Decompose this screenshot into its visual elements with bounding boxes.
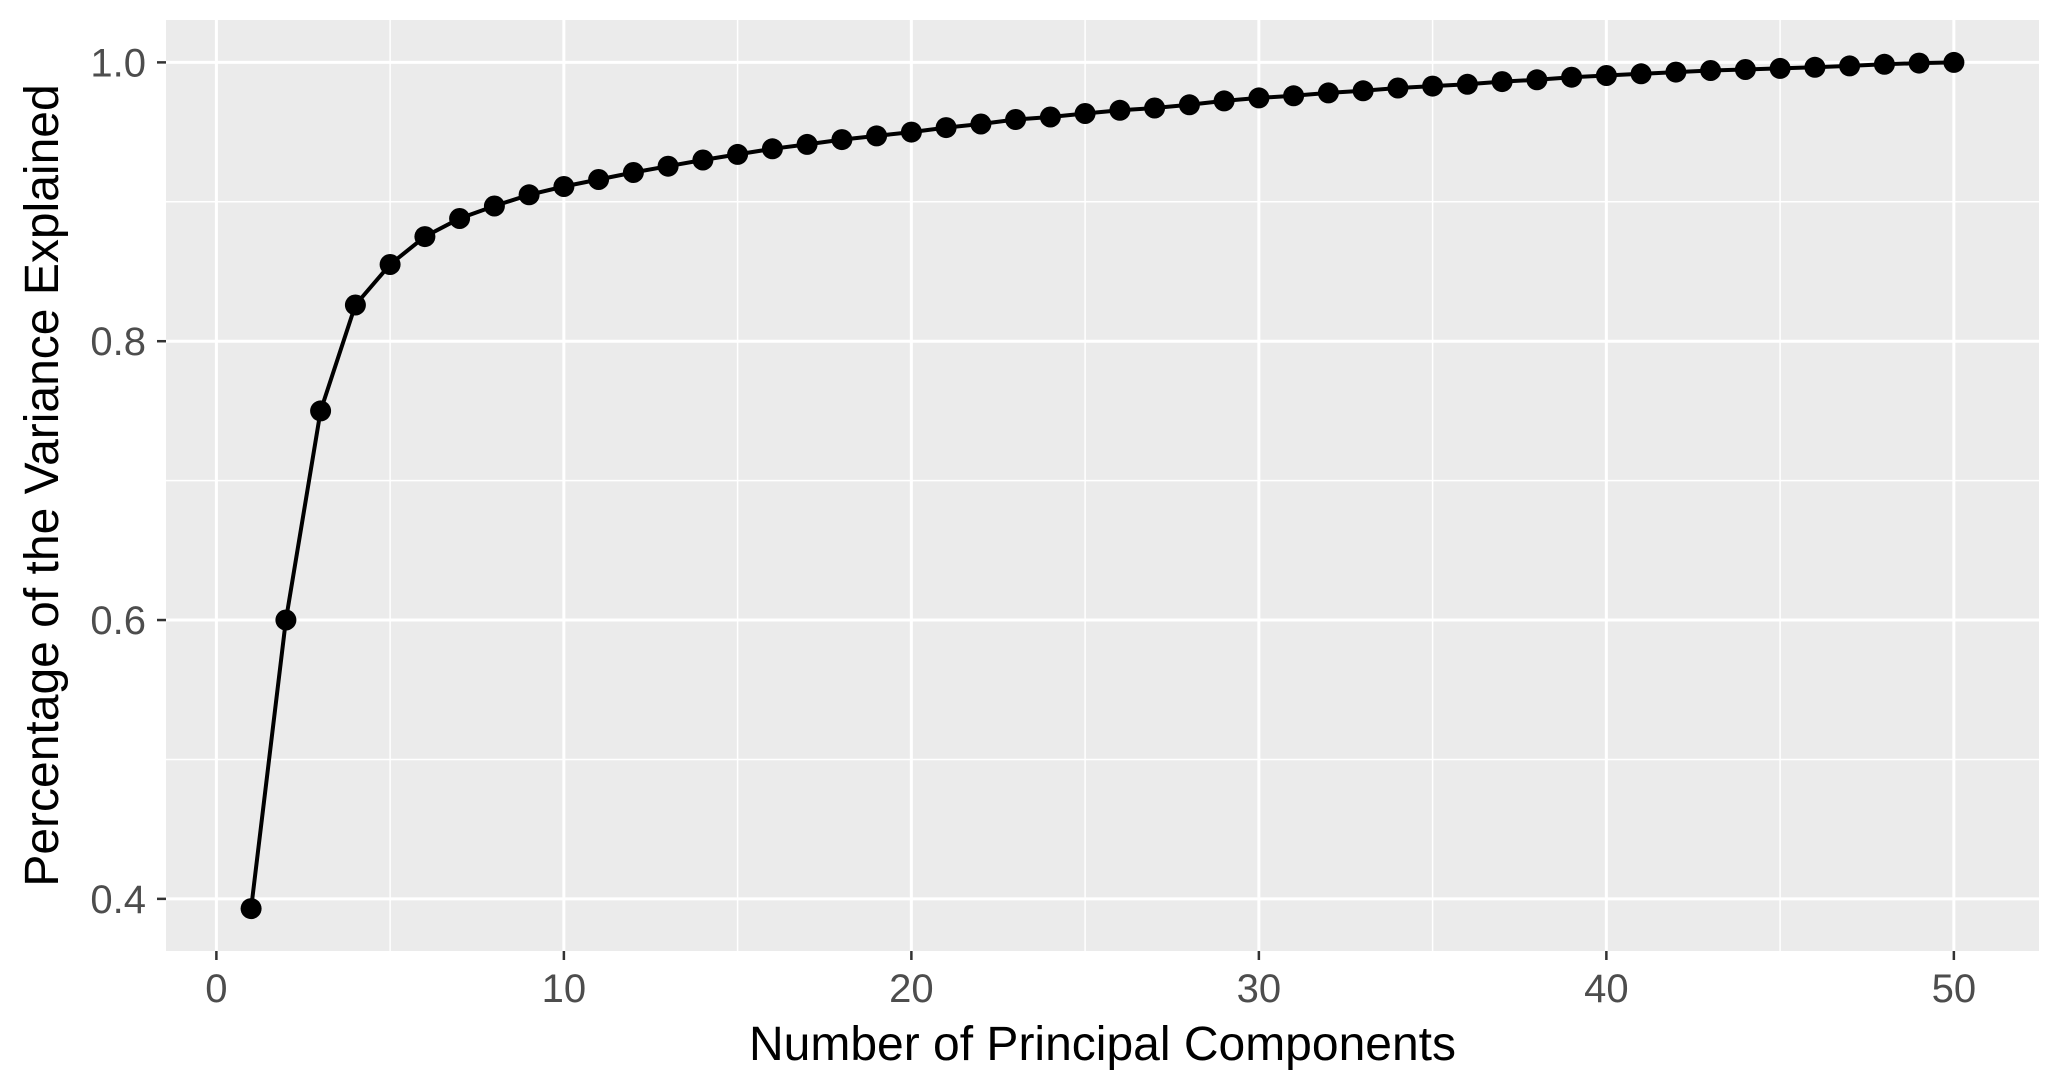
data-point — [1873, 53, 1895, 75]
data-point — [970, 113, 992, 135]
data-point — [622, 162, 644, 183]
data-point — [240, 898, 262, 920]
x-axis-tick-label: 40 — [1584, 967, 1629, 1011]
data-point — [1908, 52, 1930, 74]
x-axis-title: Number of Principal Components — [749, 1018, 1456, 1071]
major-gridlines — [166, 20, 2039, 951]
data-point — [657, 155, 679, 177]
x-axis-tick-label: 10 — [542, 967, 587, 1011]
data-point — [866, 125, 888, 147]
data-point — [1005, 109, 1027, 130]
data-point — [1700, 60, 1722, 81]
y-axis-title: Percentage of the Variance Explained — [16, 84, 69, 886]
data-point — [1248, 87, 1270, 109]
data-point — [1526, 69, 1548, 91]
series-points — [240, 51, 1965, 920]
data-point — [1317, 82, 1339, 104]
data-point — [379, 254, 401, 275]
data-point — [449, 208, 471, 229]
data-point — [1839, 55, 1861, 77]
data-point — [1804, 56, 1826, 78]
data-point — [588, 169, 610, 190]
data-point — [1074, 103, 1096, 124]
data-point — [692, 149, 714, 171]
y-axis-tick-label: 1.0 — [90, 41, 146, 85]
y-axis-tick-label: 0.8 — [90, 320, 146, 364]
data-point — [1769, 57, 1791, 79]
data-point — [1352, 80, 1374, 102]
data-point — [1456, 73, 1478, 95]
data-point — [414, 226, 436, 248]
data-point — [1595, 65, 1617, 86]
data-point — [761, 138, 783, 160]
minor-gridlines — [166, 20, 2039, 951]
data-point — [1943, 51, 1965, 73]
data-point — [1387, 77, 1409, 99]
data-point — [1422, 75, 1444, 97]
data-point — [1665, 61, 1687, 83]
data-point — [900, 121, 922, 143]
data-point — [344, 294, 366, 316]
data-point — [275, 609, 297, 631]
data-point — [1213, 90, 1235, 112]
data-point — [310, 400, 332, 422]
x-axis-tick-label: 0 — [205, 967, 227, 1011]
x-axis-tick-label: 30 — [1237, 967, 1282, 1011]
data-point — [1630, 63, 1652, 85]
data-point — [831, 129, 853, 151]
axis-tick-labels: 0 10 20 30 40 50 0.4 0.6 0.8 1.0 — [90, 41, 1976, 1011]
data-point — [1491, 71, 1513, 93]
axis-tick-marks — [157, 61, 1956, 960]
data-point — [1109, 99, 1131, 121]
x-axis-tick-label: 20 — [889, 967, 934, 1011]
data-point — [483, 195, 505, 217]
data-point — [518, 184, 540, 206]
y-axis-tick-label: 0.6 — [90, 599, 146, 643]
x-axis-tick-label: 50 — [1932, 967, 1977, 1011]
data-point — [1561, 66, 1583, 88]
data-point — [796, 133, 818, 155]
data-point — [935, 117, 957, 139]
data-point — [1039, 106, 1061, 128]
plot-panel — [166, 20, 2039, 951]
y-axis-tick-label: 0.4 — [90, 878, 146, 922]
data-point — [1178, 94, 1200, 116]
data-point — [553, 176, 575, 197]
data-point — [1144, 97, 1166, 119]
data-point — [1283, 85, 1305, 107]
data-point — [1734, 59, 1756, 80]
series-cumulative-pve — [240, 51, 1965, 920]
data-point — [727, 143, 749, 165]
